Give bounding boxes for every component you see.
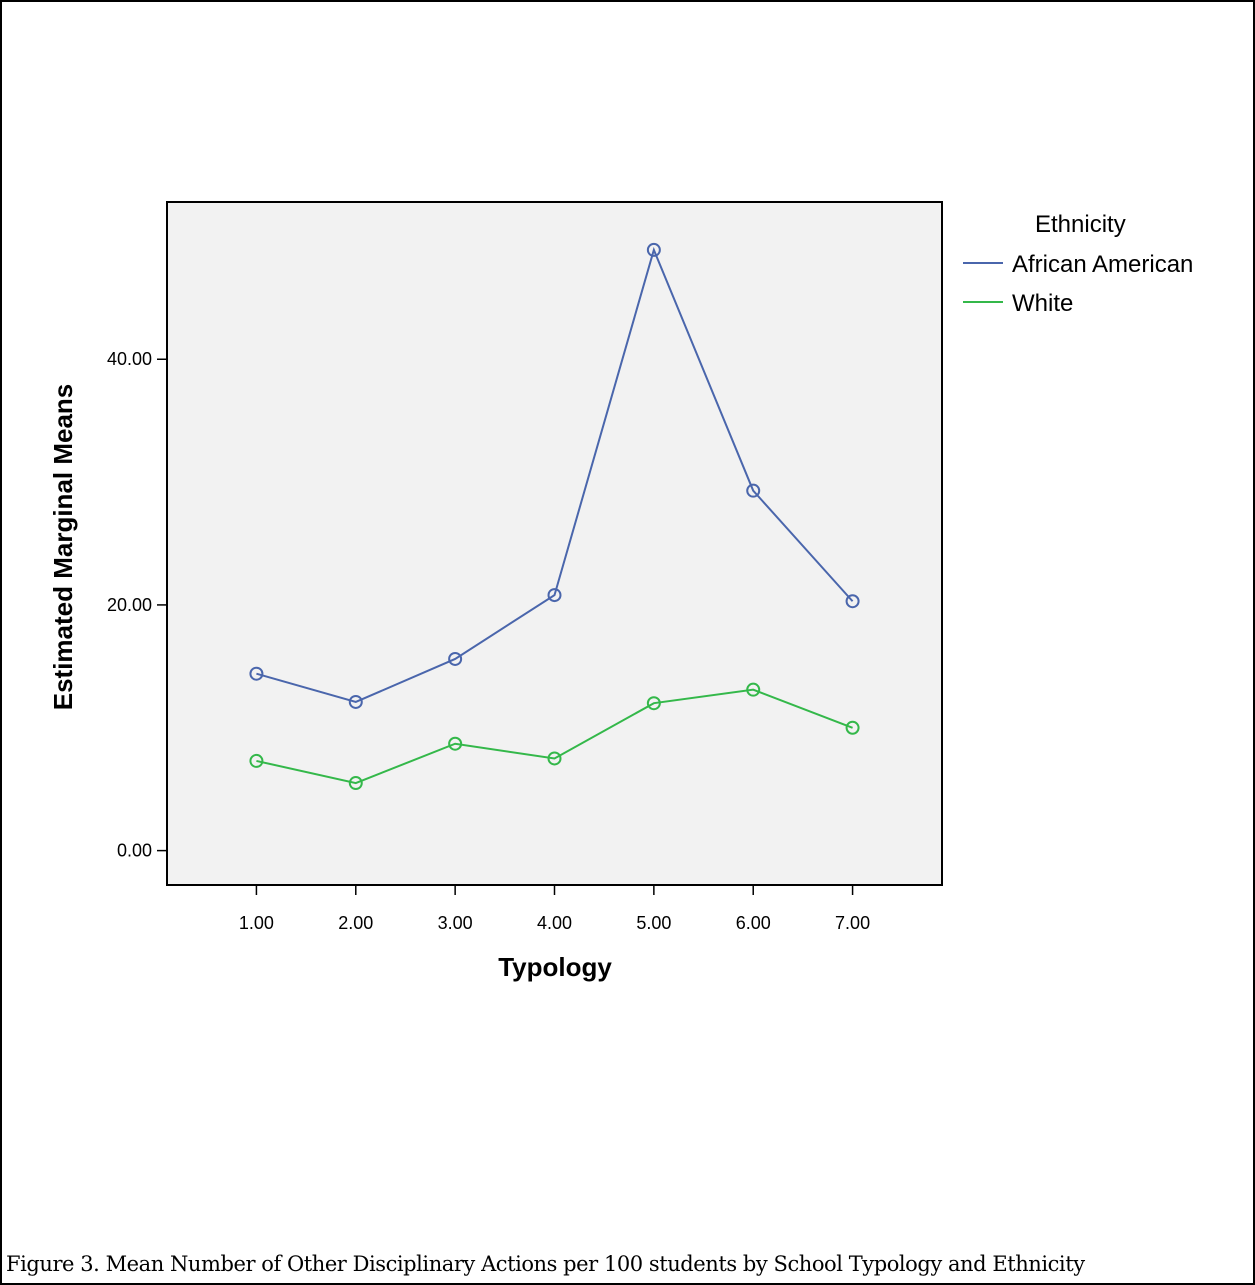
series-line xyxy=(256,688,853,785)
data-point xyxy=(845,720,860,735)
legend-label: White xyxy=(1012,290,1073,317)
x-axis: 1.00 2.00 3.00 4.00 5.00 6.00 7.00 xyxy=(239,885,870,933)
data-point xyxy=(448,736,463,751)
data-point xyxy=(547,588,562,603)
x-tick-label: 3.00 xyxy=(438,913,473,933)
data-point xyxy=(547,751,562,766)
legend-title: Ethnicity xyxy=(1035,211,1126,238)
data-point xyxy=(249,753,264,768)
y-tick-label: 20.00 xyxy=(107,595,152,615)
plot-area xyxy=(166,201,943,886)
x-tick-label: 2.00 xyxy=(338,913,373,933)
figure-caption: Figure 3. Mean Number of Other Disciplin… xyxy=(6,1252,1085,1276)
legend: Ethnicity African American White xyxy=(963,211,1193,317)
x-tick-label: 7.00 xyxy=(835,913,870,933)
x-axis-title: Typology xyxy=(498,952,612,982)
y-axis: 0.00 20.00 40.00 xyxy=(107,349,167,861)
data-point xyxy=(646,696,661,711)
data-point xyxy=(448,651,463,666)
data-point xyxy=(746,682,761,697)
y-tick-label: 40.00 xyxy=(107,349,152,369)
x-tick-label: 6.00 xyxy=(736,913,771,933)
data-point xyxy=(845,594,860,609)
chart-svg: 0.00 20.00 40.00 1.00 2.00 3.00 4.00 5.00 6.00 7… xyxy=(48,201,1193,982)
series-line xyxy=(256,246,854,704)
x-tick-label: 1.00 xyxy=(239,913,274,933)
data-point xyxy=(746,483,761,498)
series-white xyxy=(249,682,860,791)
y-axis-title: Estimated Marginal Means xyxy=(48,384,78,711)
y-tick-label: 0.00 xyxy=(117,841,152,861)
series-african-american xyxy=(249,242,860,709)
legend-label: African American xyxy=(1012,251,1193,278)
x-tick-label: 4.00 xyxy=(537,913,572,933)
data-point xyxy=(249,666,264,681)
data-point xyxy=(646,242,661,257)
data-point xyxy=(348,776,363,791)
x-tick-label: 5.00 xyxy=(636,913,671,933)
series-layer xyxy=(249,242,860,791)
data-point xyxy=(348,694,363,709)
